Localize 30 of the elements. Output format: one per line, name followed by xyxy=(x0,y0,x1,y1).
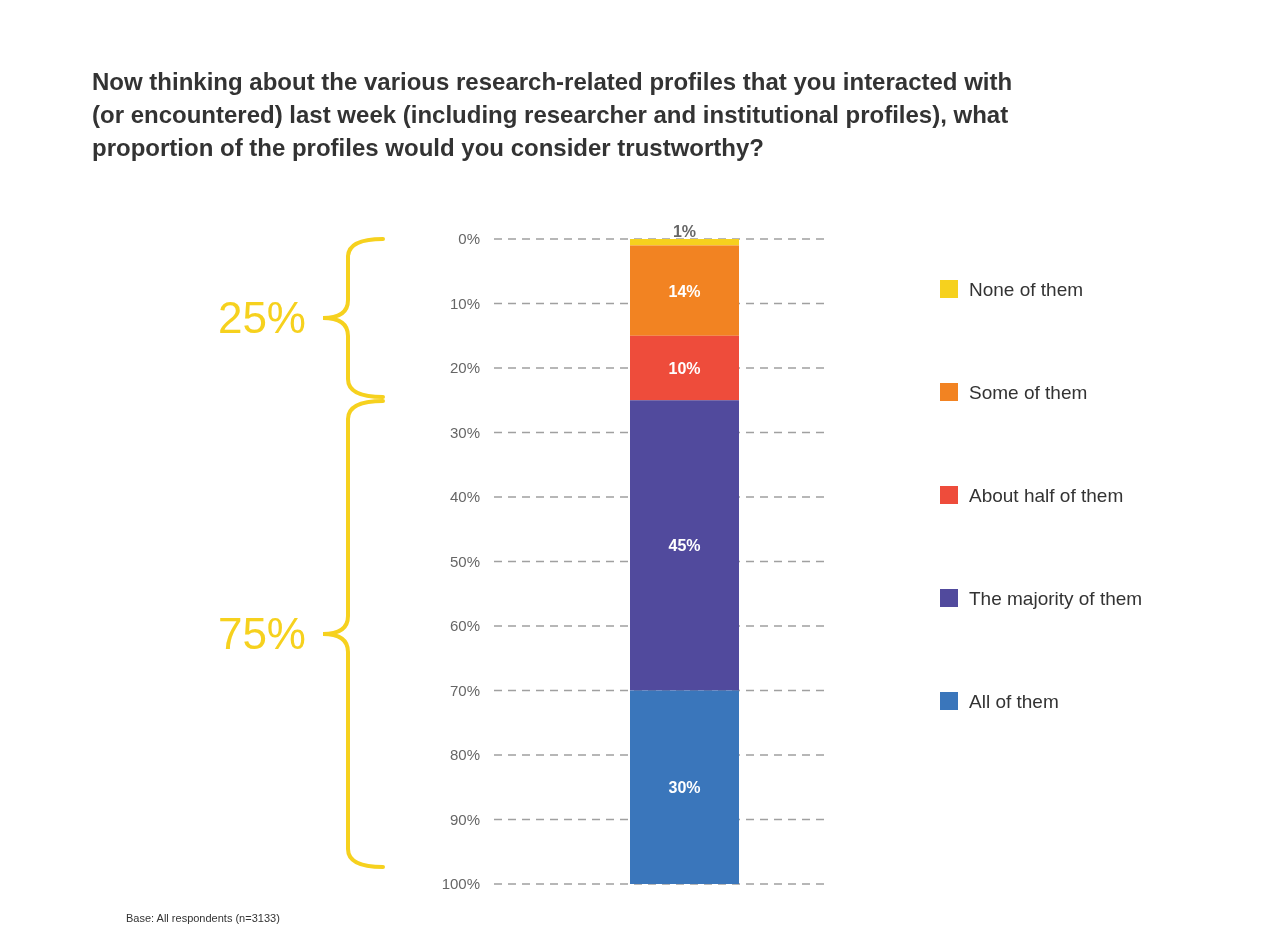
legend-label: Some of them xyxy=(969,382,1088,403)
bar xyxy=(630,690,739,884)
y-tick-label: 50% xyxy=(449,552,480,570)
data-label: 1% xyxy=(672,223,697,240)
y-tick-label: 40% xyxy=(449,488,480,505)
data-label: 45% xyxy=(668,537,701,555)
y-tick-label: 0% xyxy=(458,230,480,247)
y-tick-label: 10% xyxy=(449,294,480,312)
bar xyxy=(630,400,739,691)
legend-label: About half of them xyxy=(969,485,1124,506)
text: 25% xyxy=(217,293,306,342)
legend-label: None of them xyxy=(969,279,1084,300)
y-tick-label: 80% xyxy=(449,746,480,763)
data-label: 10% xyxy=(668,360,701,377)
data-label: 14% xyxy=(668,282,701,300)
y-tick-label: 90% xyxy=(449,810,480,828)
text: 75% xyxy=(217,609,306,658)
chart-title: Now thinking about the various research-related profiles that you interacted with (or encountered) last week (including researcher and institutional profiles), what proportion of the profiles would you consider trustworthy? xyxy=(92,68,1013,161)
legend-label: All of them xyxy=(969,691,1059,712)
y-tick-label: 60% xyxy=(449,617,480,634)
legend-label: The majority of them xyxy=(969,588,1143,609)
y-tick-label: 20% xyxy=(449,359,480,376)
text: Base: All respondents (n=3133) xyxy=(126,912,280,924)
y-tick-label: 30% xyxy=(449,423,480,441)
data-label: 30% xyxy=(668,779,701,797)
y-tick-label: 100% xyxy=(441,875,480,892)
bar xyxy=(630,245,739,336)
bar xyxy=(630,239,739,246)
y-tick-label: 70% xyxy=(449,681,480,699)
bar xyxy=(630,335,739,401)
